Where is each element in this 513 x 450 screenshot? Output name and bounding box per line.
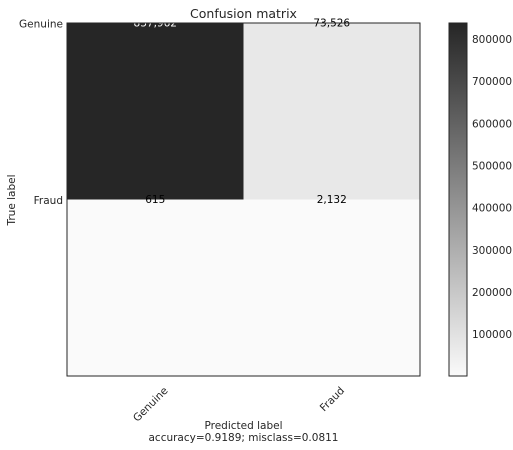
heatmap-cell-1-1 bbox=[243, 199, 420, 376]
colorbar-tick-labels: 100000 200000 300000 400000 500000 600000 7000… bbox=[472, 34, 512, 341]
colorbar bbox=[448, 22, 468, 377]
colorbar-tick-label-100000: 100000 bbox=[472, 329, 512, 341]
colorbar-tick-label-500000: 500000 bbox=[472, 160, 512, 172]
x-tick-label-genuine: Genuine bbox=[131, 385, 171, 425]
x-tick-label-fraud: Fraud bbox=[318, 385, 347, 414]
y-tick-labels: Genuine Fraud bbox=[19, 18, 63, 207]
y-axis-label: True label bbox=[6, 174, 18, 226]
y-tick-label-fraud: Fraud bbox=[34, 195, 63, 207]
colorbar-tick-label-400000: 400000 bbox=[472, 203, 512, 215]
cell-value-label-1-0: 615 bbox=[145, 194, 165, 206]
heatmap-cell-0-0 bbox=[67, 23, 244, 200]
accuracy-summary: accuracy=0.9189; misclass=0.0811 bbox=[148, 432, 338, 444]
plot-frame bbox=[66, 22, 421, 377]
heatmap-cells bbox=[67, 23, 420, 376]
colorbar-tick-label-700000: 700000 bbox=[472, 76, 512, 88]
colorbar-tick-label-300000: 300000 bbox=[472, 245, 512, 257]
x-axis-label: Predicted label bbox=[204, 420, 282, 432]
colorbar-tick-label-600000: 600000 bbox=[472, 118, 512, 130]
colorbar-tick-label-200000: 200000 bbox=[472, 287, 512, 299]
y-tick-label-genuine: Genuine bbox=[19, 18, 63, 30]
colorbar-tick-label-800000: 800000 bbox=[472, 34, 512, 46]
cell-value-label-1-1: 2,132 bbox=[317, 194, 347, 206]
x-tick-labels: Genuine Fraud bbox=[131, 385, 347, 425]
heatmap-cell-0-1 bbox=[243, 23, 420, 200]
chart-title: Confusion matrix bbox=[190, 6, 297, 21]
heatmap-cell-1-0 bbox=[67, 199, 244, 376]
